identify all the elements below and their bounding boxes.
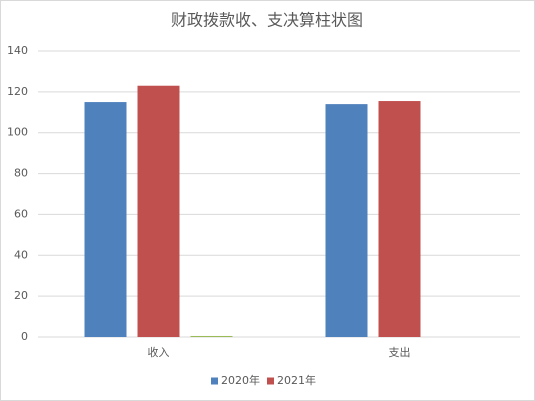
y-tick-label: 60 — [14, 207, 28, 220]
legend-label: 2021年 — [277, 373, 316, 387]
legend-swatch — [267, 377, 274, 385]
bar — [325, 104, 368, 337]
y-tick-label: 120 — [7, 85, 28, 98]
bar — [378, 101, 421, 337]
x-tick-label: 收入 — [148, 345, 170, 359]
bar — [84, 102, 127, 337]
bar — [190, 335, 233, 337]
legend-label: 2020年 — [221, 373, 260, 387]
chart-title: 财政拨款收、支决算柱状图 — [171, 11, 363, 30]
legend-swatch — [211, 377, 218, 385]
y-tick-label: 20 — [14, 289, 28, 302]
x-tick-label: 支出 — [389, 345, 411, 359]
y-tick-label: 140 — [7, 44, 28, 57]
y-tick-label: 40 — [14, 248, 28, 261]
y-tick-label: 80 — [14, 167, 28, 180]
y-tick-label: 0 — [21, 330, 28, 343]
bar — [137, 85, 180, 337]
y-tick-label: 100 — [7, 126, 28, 139]
